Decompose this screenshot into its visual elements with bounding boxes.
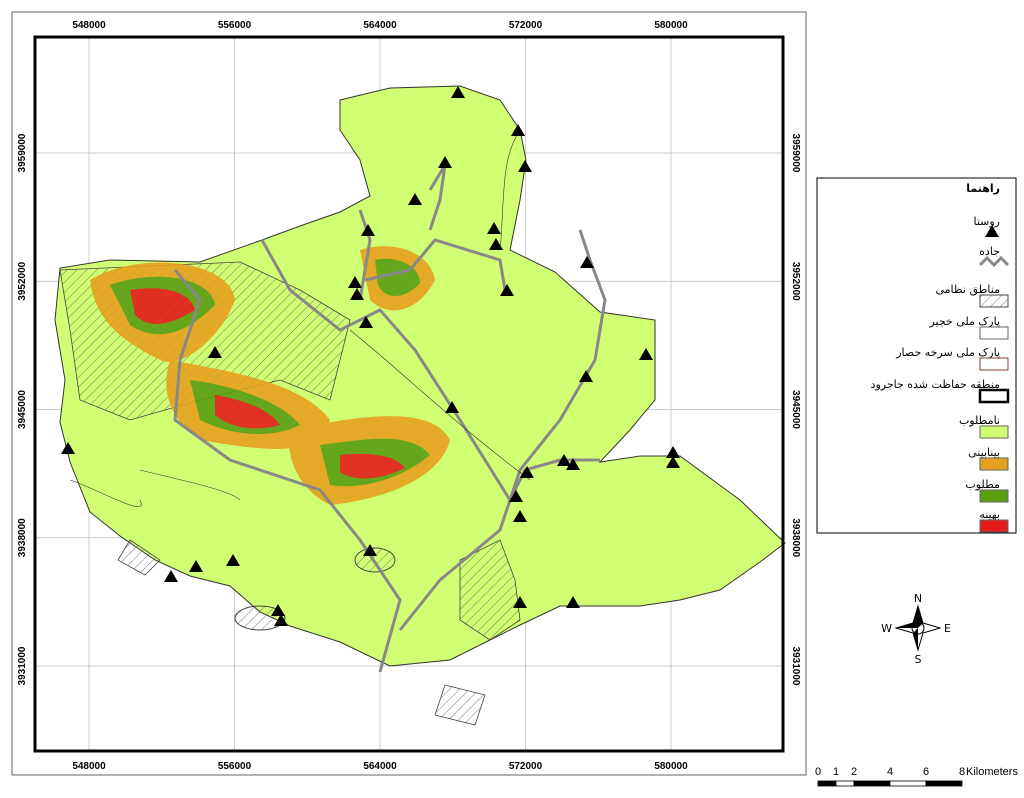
- coordinates: 548000 548000 556000 556000 564000 564000 5720…: [17, 20, 801, 772]
- x-coord-label: 564000: [363, 761, 397, 772]
- x-coord-label: 556000: [218, 20, 252, 31]
- legend-symbol: [978, 255, 1010, 268]
- scale-segment: [835, 780, 855, 787]
- legend-label: منطقه حفاظت شده جاجرود: [871, 378, 1001, 391]
- x-coord-label: 580000: [654, 761, 688, 772]
- military-zone: [459, 539, 521, 641]
- scale-label: 2: [851, 766, 857, 778]
- legend-label: جاده: [979, 245, 1000, 258]
- y-coord-label: 3952000: [17, 261, 28, 300]
- y-coord-label: 3931000: [17, 646, 28, 685]
- legend-symbol: [979, 326, 1009, 340]
- legend-label: پارک ملی سرخه حصار: [895, 346, 1000, 359]
- legend-title: راهنما: [966, 182, 1000, 195]
- legend: راهنما روستا جاده مناطق نظامی پارک ملی خجیر…: [816, 177, 1017, 534]
- x-coord-label: 580000: [654, 20, 688, 31]
- compass: N S E W: [881, 592, 951, 666]
- x-coord-label: 572000: [509, 761, 543, 772]
- compass-w: W: [881, 622, 892, 635]
- scale-segment: [925, 780, 963, 787]
- x-coord-label: 548000: [72, 20, 106, 31]
- y-coord-label: 3931000: [790, 647, 801, 686]
- scale-label: 0: [815, 766, 821, 778]
- legend-label: روستا: [973, 215, 1000, 228]
- y-coord-label: 3952000: [790, 262, 801, 301]
- legend-label: بینابینی: [968, 446, 1000, 459]
- legend-symbol: [979, 294, 1009, 308]
- legend-box: [816, 177, 1017, 534]
- y-coord-label: 3938000: [17, 518, 28, 557]
- x-coord-label: 572000: [509, 20, 543, 31]
- legend-symbol: [979, 425, 1009, 439]
- y-coord-label: 3945000: [790, 390, 801, 429]
- map-features: [54, 85, 786, 726]
- roads: [173, 164, 607, 673]
- y-coord-label: 3945000: [17, 390, 28, 429]
- x-coord-label: 556000: [218, 761, 252, 772]
- outer-frame: [11, 11, 807, 776]
- compass-s: S: [915, 653, 922, 666]
- legend-symbol: [979, 457, 1009, 471]
- scale-label: 6: [923, 766, 929, 778]
- x-coord-label: 548000: [72, 761, 106, 772]
- scale-segment: [817, 780, 837, 787]
- legend-label: مناطق نظامی: [936, 283, 1001, 297]
- legend-symbol: [979, 489, 1009, 503]
- legend-symbol: [979, 519, 1009, 533]
- x-coord-label: 564000: [363, 20, 397, 31]
- legend-label: نامطلوب: [959, 414, 1000, 427]
- scale-segment: [889, 780, 927, 787]
- boundaries: [69, 129, 531, 507]
- military-zone: [234, 605, 286, 631]
- y-coord-label: 3959000: [17, 133, 28, 172]
- y-coord-label: 3938000: [790, 518, 801, 557]
- military-zone: [117, 539, 161, 576]
- y-coord-label: 3959000: [790, 134, 801, 173]
- scale-segment: [853, 780, 891, 787]
- map-frame: [33, 35, 785, 753]
- legend-label: مطلوب: [965, 478, 1000, 491]
- scale-label: 8: [959, 766, 965, 778]
- compass-n: N: [914, 592, 922, 605]
- study-area: [54, 85, 786, 667]
- scale-label: 4: [887, 766, 893, 778]
- villages: [61, 86, 680, 626]
- legend-label: پارک ملی خجیر: [928, 315, 1000, 328]
- legend-symbol: [979, 357, 1009, 371]
- scale-label: 1: [833, 766, 839, 778]
- legend-symbol: [978, 388, 1010, 404]
- legend-label: بهینه: [979, 508, 1000, 521]
- military-zone: [434, 684, 486, 726]
- scale-unit: Kilometers: [966, 766, 1018, 778]
- compass-e: E: [944, 622, 951, 635]
- legend-symbol: [985, 225, 999, 237]
